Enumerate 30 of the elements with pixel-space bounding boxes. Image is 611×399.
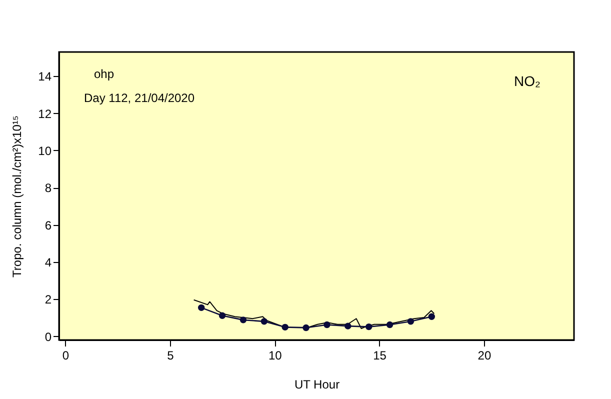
point — [260, 318, 268, 325]
point — [218, 312, 226, 320]
x-tick-label: 0 — [62, 348, 70, 362]
point — [324, 321, 330, 328]
annotation: NO₂ — [514, 73, 540, 89]
point — [282, 324, 288, 331]
x-tick-label: 10 — [268, 348, 282, 362]
point — [198, 304, 205, 312]
point — [428, 313, 435, 320]
y-tick-label: 6 — [44, 218, 52, 232]
y-axis-title: Tropo. column (mol./cm²)x10¹⁵ — [10, 116, 24, 278]
y-tick-label: 4 — [44, 255, 52, 270]
point — [407, 318, 414, 325]
y-tick-label: 2 — [44, 292, 52, 307]
y-tick-label: 0 — [44, 330, 52, 344]
y-tick-label: 14 — [38, 70, 52, 84]
point — [344, 322, 352, 330]
y-tick-label: 12 — [38, 106, 52, 121]
point — [365, 323, 372, 330]
point — [302, 324, 310, 332]
point — [386, 321, 394, 328]
y-tick-label: 10 — [38, 144, 52, 158]
x-tick-label: 5 — [167, 348, 174, 362]
point — [240, 316, 247, 324]
y-tick-label: 8 — [44, 181, 52, 196]
annotation: Day 112, 21/04/2020 — [84, 91, 195, 105]
x-tick-label: 15 — [373, 348, 387, 362]
annotation: ohp — [94, 67, 114, 81]
x-axis-title: UT Hour — [294, 378, 340, 392]
x-tick-label: 20 — [478, 348, 492, 362]
